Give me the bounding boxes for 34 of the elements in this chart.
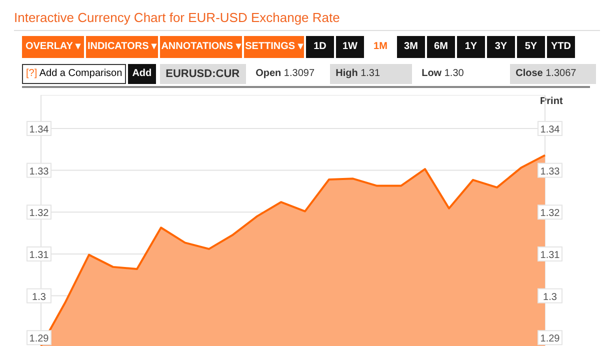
text: 3Y (487, 36, 515, 58)
text: Open 1.3097 (250, 64, 326, 84)
text: 1W (336, 36, 364, 58)
y2-tick-label: 1.32 (540, 208, 560, 220)
text: 1Y (457, 36, 485, 58)
text: Add (128, 64, 156, 84)
text: 1D (306, 36, 334, 58)
text: Low 1.30 (416, 64, 506, 84)
text: 1M (366, 36, 395, 58)
y-tick-label: 1.34 (29, 124, 50, 136)
text: SETTINGS ▾ (244, 36, 304, 58)
y2-tick-label: 1.31 (540, 250, 560, 261)
y2-tick-label: 1.3 (543, 292, 558, 303)
text: OVERLAY ▾ (22, 36, 84, 58)
text: EURUSD:CUR (160, 64, 246, 84)
y2-tick-label: 1.29 (540, 334, 560, 345)
y-tick-label: 1.33 (29, 166, 50, 178)
text: 5Y (517, 36, 545, 58)
text: Add a Comparison (39, 68, 122, 79)
text: [?] (26, 68, 38, 79)
text: High 1.31 (330, 64, 412, 84)
text: Close 1.3067 (510, 64, 596, 84)
y-tick-label: 1.31 (29, 250, 50, 261)
text: INDICATORS ▾ (86, 36, 158, 58)
text: ANNOTATIONS ▾ (160, 36, 242, 58)
text: YTD (547, 36, 575, 58)
y-tick-label: 1.29 (29, 334, 50, 345)
y-tick-label: 1.3 (32, 292, 46, 303)
y2-tick-label: 1.34 (540, 124, 560, 136)
y2-tick-label: 1.33 (540, 166, 560, 178)
y-tick-label: 1.32 (29, 208, 50, 220)
text: 3M (397, 36, 425, 58)
text: 6M (427, 36, 455, 58)
chart-title: Interactive Currency Chart for EUR-USD Exchange Rate (14, 10, 340, 25)
